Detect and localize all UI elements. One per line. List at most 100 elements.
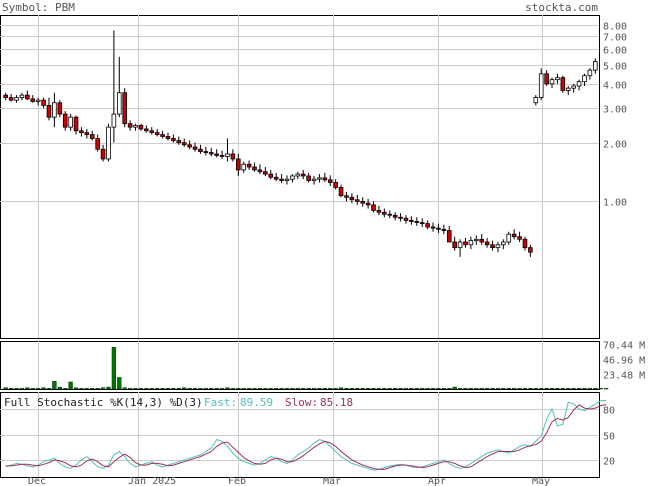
candle-body (106, 126, 111, 160)
volume-bar (155, 388, 160, 390)
volume-bar (301, 388, 306, 390)
candle-body (219, 155, 225, 157)
candle-body (100, 148, 106, 160)
volume-bar (587, 388, 593, 390)
candle-body (171, 138, 176, 141)
grid-layer (0, 15, 600, 478)
volume-bar (490, 388, 495, 390)
volume-bar (539, 388, 544, 390)
volume-bar (555, 388, 560, 390)
candle-body (230, 153, 236, 160)
stoch-slow-line (5, 404, 607, 470)
volume-bar (512, 388, 517, 390)
candle-body (30, 98, 36, 102)
price-tick-label: 8.00 (603, 22, 627, 33)
candle-body (419, 222, 425, 225)
candle-body (192, 146, 198, 150)
volume-bar (317, 388, 322, 390)
candle-body (360, 201, 365, 204)
x-axis-label: Jan 2025 (128, 476, 176, 486)
candle-body (176, 140, 182, 144)
candle-body (555, 77, 560, 81)
candle-body (344, 195, 349, 198)
candle-body (333, 182, 338, 188)
volume-bar (63, 388, 68, 390)
price-tick-label: 2.00 (603, 140, 627, 151)
stoch-tick-label: 80 (603, 406, 615, 417)
volume-bar (73, 387, 79, 390)
volume-panel: 70.44 M 46.96 M 23.48 M (3, 341, 645, 390)
candle-body (317, 177, 322, 180)
volume-bar (322, 388, 327, 390)
candle-body (122, 92, 127, 125)
volume-bar (79, 388, 84, 390)
candle-body (593, 61, 598, 71)
candle-body (203, 151, 209, 153)
candle-body (62, 113, 68, 128)
volume-bar (203, 388, 208, 390)
volume-bar (8, 388, 14, 390)
candle-body (506, 233, 512, 243)
volume-bar (474, 388, 479, 390)
candle-body (165, 136, 171, 139)
candle-body (257, 169, 263, 173)
volume-bar (328, 388, 333, 390)
volume-bar (603, 388, 609, 390)
volume-bar (522, 388, 528, 390)
volume-bar (593, 388, 598, 390)
candle-body (392, 214, 398, 218)
candle-body (538, 73, 544, 98)
candle-body (484, 241, 490, 246)
candle-body (160, 134, 165, 137)
slow-value: 85.18 (320, 396, 353, 409)
volume-bar (430, 388, 436, 390)
volume-bar (338, 387, 344, 390)
candle-body (414, 221, 420, 223)
candle-body (511, 233, 517, 238)
volume-bar (252, 388, 257, 390)
stoch-tick-label: 20 (603, 457, 615, 468)
fast-value: 89.59 (240, 396, 273, 409)
volume-bar (566, 388, 571, 390)
volume-bar (284, 388, 290, 390)
volume-bar (506, 388, 511, 390)
volume-bar (452, 386, 457, 390)
volume-bar (376, 388, 382, 390)
volume-bar (371, 388, 376, 390)
candle-body (241, 163, 246, 171)
stochastic-panel: 80 50 20 (0, 400, 615, 471)
candle-body (463, 241, 468, 246)
volume-bar (187, 388, 192, 390)
volume-bar (355, 388, 360, 390)
candle-body (490, 244, 495, 249)
volume-bar (333, 388, 338, 390)
volume-bar (41, 387, 46, 390)
candle-body (149, 130, 155, 134)
candle-body (306, 175, 311, 181)
volume-bar (198, 388, 203, 390)
volume-bar (90, 388, 95, 390)
volume-bar (84, 388, 89, 390)
volume-bar (138, 388, 144, 390)
volume-bar (349, 388, 355, 390)
candle-body (587, 69, 593, 77)
candle-body (403, 217, 409, 221)
volume-bar (160, 388, 165, 390)
candle-body (474, 238, 479, 242)
x-axis-label: Feb (228, 476, 246, 486)
volume-bar (106, 386, 111, 390)
candle-body (327, 179, 333, 183)
volume-bar (19, 388, 25, 390)
candle-body (376, 209, 382, 213)
candle-body (582, 75, 587, 83)
volume-bar (549, 388, 555, 390)
volume-bar (576, 388, 582, 390)
volume-bar (290, 388, 295, 390)
candle-body (501, 241, 506, 246)
volume-bar (560, 388, 565, 390)
volume-bar (149, 388, 154, 390)
volume-bar (214, 388, 219, 390)
price-tick-label: 7.00 (603, 33, 627, 44)
volume-bar (230, 388, 236, 390)
candle-body (19, 94, 25, 98)
